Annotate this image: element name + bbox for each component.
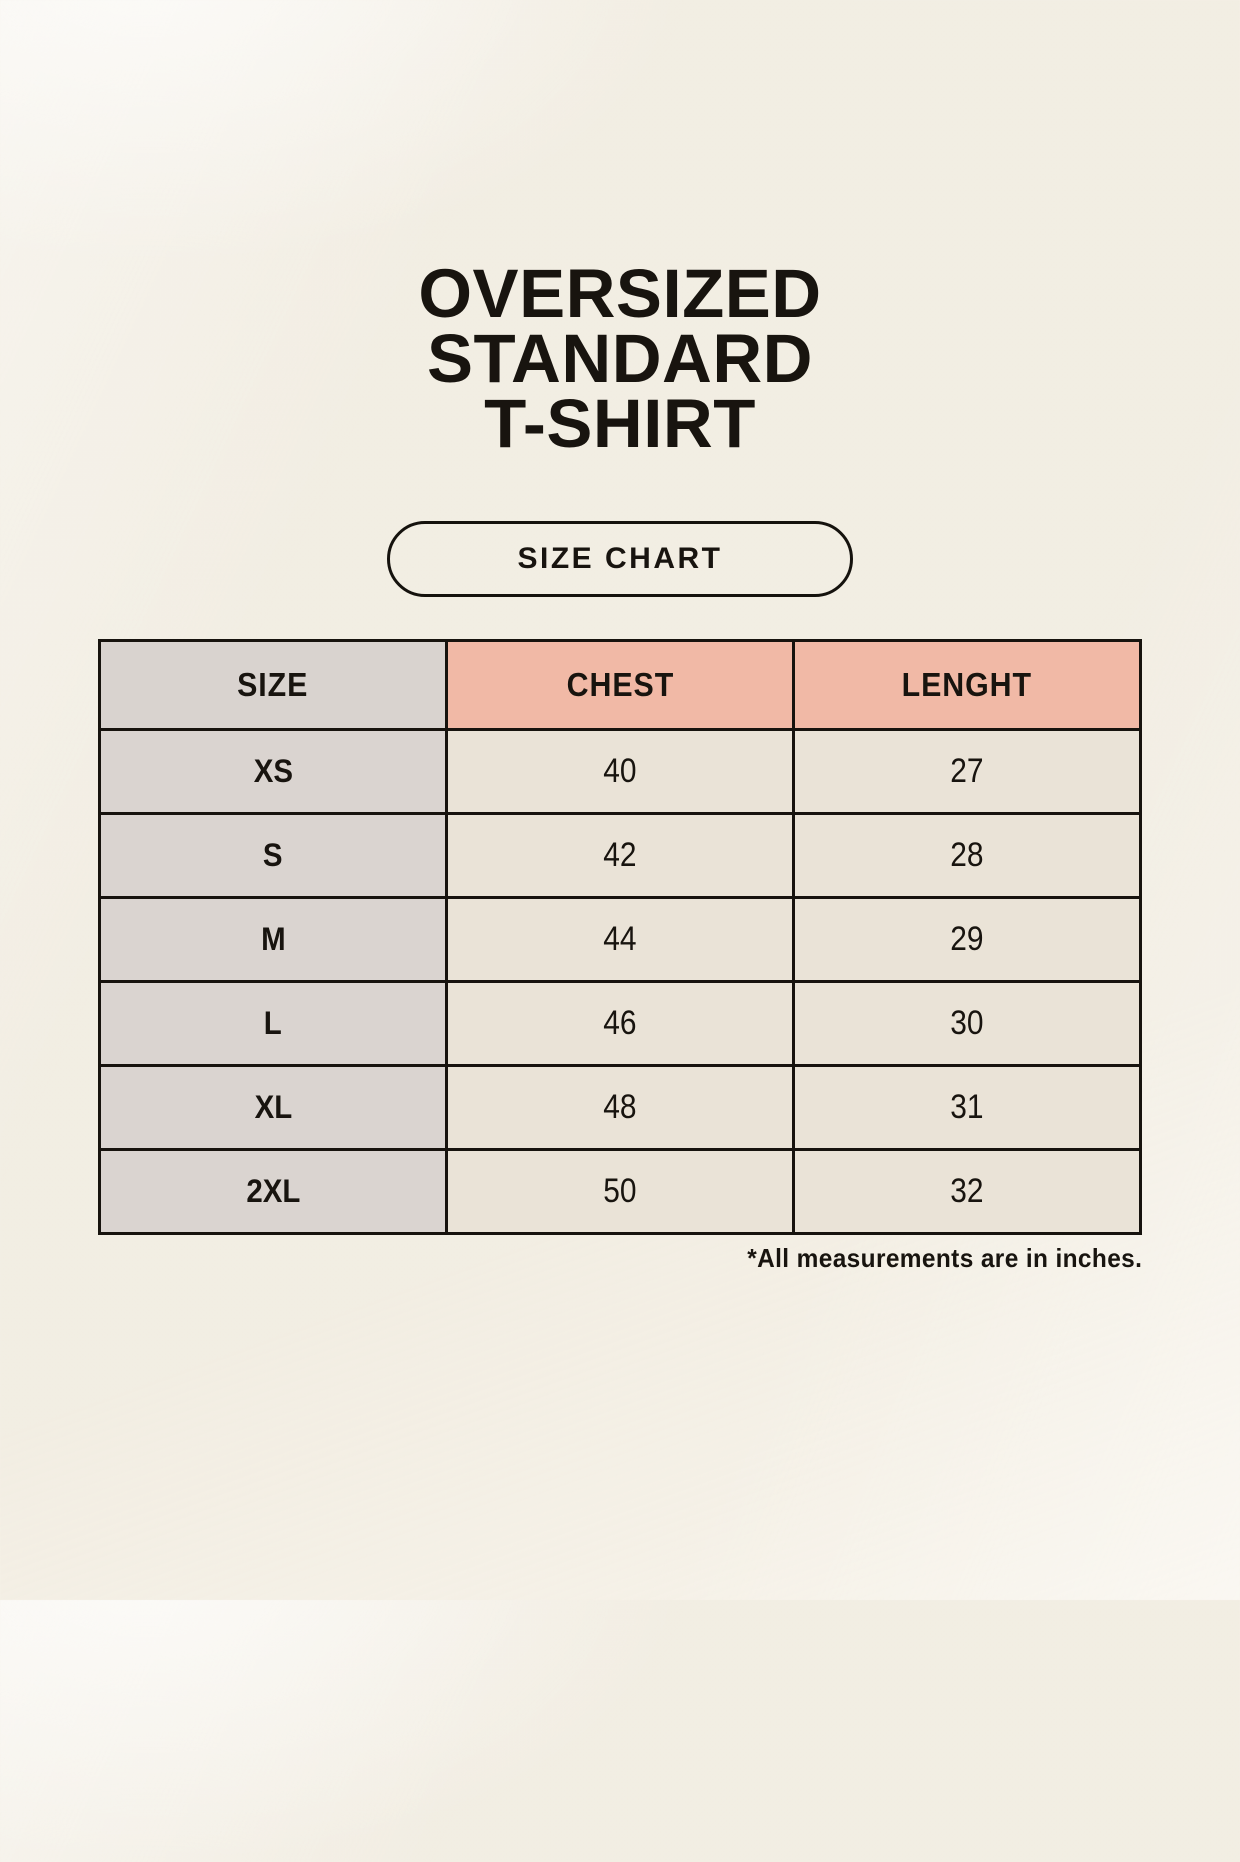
length-value: 32 — [950, 1171, 984, 1210]
product-title-line: T-SHIRT — [484, 384, 756, 462]
column-header-size-label: SIZE — [237, 665, 309, 703]
size-value: XL — [254, 1088, 292, 1125]
table-row: 2XL 50 32 — [98, 1147, 1142, 1235]
chest-value: 42 — [603, 835, 637, 874]
product-title-line: STANDARD — [426, 319, 814, 397]
size-value: 2XL — [246, 1172, 300, 1209]
cell-length: 31 — [792, 1063, 1142, 1151]
chest-value: 50 — [603, 1171, 637, 1210]
chest-value: 48 — [603, 1087, 637, 1126]
table-row: L 46 30 — [98, 979, 1142, 1067]
length-value: 27 — [950, 751, 984, 790]
size-value: L — [264, 1004, 282, 1041]
size-table: SIZE CHEST LENGHT XS 40 27 S 42 28 M 44 … — [98, 638, 1142, 1235]
cell-length: 28 — [792, 811, 1142, 899]
size-value: S — [263, 836, 283, 873]
cell-size: XL — [98, 1063, 448, 1151]
cell-length: 32 — [792, 1147, 1142, 1235]
chest-value: 46 — [603, 1003, 637, 1042]
table-row: M 44 29 — [98, 895, 1142, 983]
product-title-line: OVERSIZED — [418, 255, 822, 332]
chest-value: 40 — [603, 751, 637, 790]
size-chart-button-label: SIZE CHART — [517, 541, 723, 575]
measurements-footnote: *All measurements are in inches. — [98, 1243, 1142, 1274]
cell-length: 27 — [792, 727, 1142, 815]
size-table-header: SIZE CHEST LENGHT — [98, 638, 1142, 731]
cell-length: 30 — [792, 979, 1142, 1067]
column-header-chest-label: CHEST — [566, 665, 674, 703]
cell-chest: 40 — [445, 727, 795, 815]
cell-length: 29 — [792, 895, 1142, 983]
column-header-length-label: LENGHT — [901, 665, 1033, 703]
cell-chest: 50 — [445, 1147, 795, 1235]
table-row: XL 48 31 — [98, 1063, 1142, 1151]
cell-size: 2XL — [98, 1147, 448, 1235]
chest-value: 44 — [603, 919, 637, 958]
cell-size: M — [98, 895, 448, 983]
column-header-length: LENGHT — [792, 638, 1142, 731]
cell-size: L — [98, 979, 448, 1067]
table-row: S 42 28 — [98, 811, 1142, 899]
size-chart-graphic: OVERSIZED STANDARD T-SHIRT SIZE CHART SI… — [0, 255, 1240, 1862]
size-table-body: XS 40 27 S 42 28 M 44 29 L 46 30 XL 48 — [98, 727, 1142, 1235]
length-value: 31 — [950, 1087, 984, 1126]
cell-size: XS — [98, 727, 448, 815]
measurements-footnote-text: *All measurements are in inches. — [746, 1242, 1142, 1273]
size-chart-button[interactable]: SIZE CHART — [387, 520, 853, 597]
size-value: M — [260, 920, 286, 957]
table-row: XS 40 27 — [98, 727, 1142, 815]
cell-chest: 46 — [445, 979, 795, 1067]
cell-size: S — [98, 811, 448, 899]
length-value: 29 — [950, 919, 984, 958]
length-value: 30 — [950, 1003, 984, 1042]
cell-chest: 42 — [445, 811, 795, 899]
cell-chest: 48 — [445, 1063, 795, 1151]
cell-chest: 44 — [445, 895, 795, 983]
header-row: SIZE CHEST LENGHT — [98, 638, 1142, 731]
length-value: 28 — [950, 835, 984, 874]
product-title: OVERSIZED STANDARD T-SHIRT — [0, 255, 1240, 462]
column-header-chest: CHEST — [445, 638, 795, 731]
column-header-size: SIZE — [98, 638, 448, 731]
size-value: XS — [253, 752, 293, 789]
